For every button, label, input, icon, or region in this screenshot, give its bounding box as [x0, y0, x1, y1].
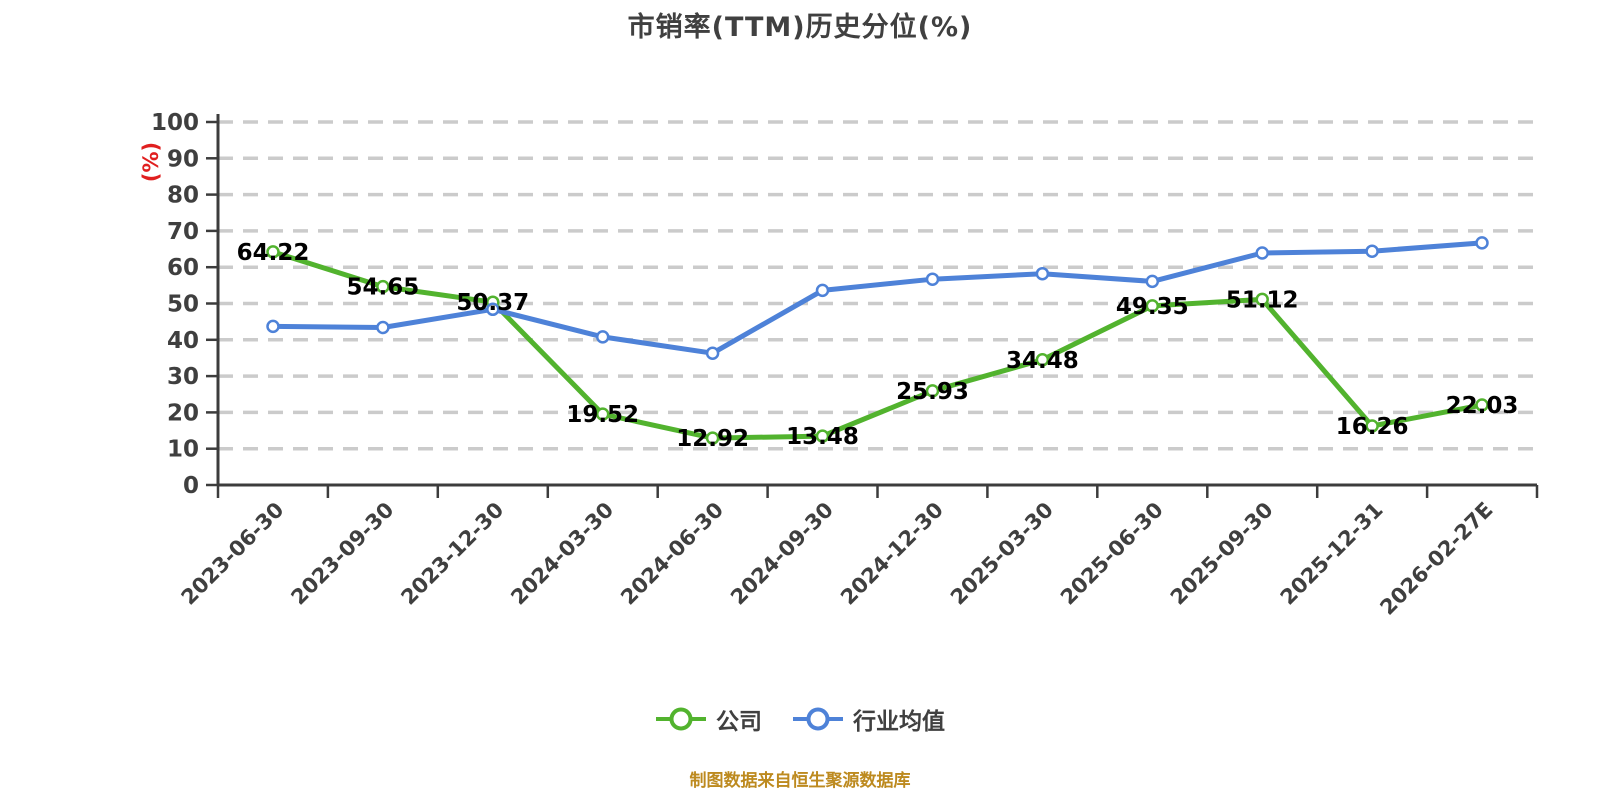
y-axis: 0 10 20 30 40 50 60 70 80 90 100: [151, 110, 220, 499]
svg-text:2023-12-30: 2023-12-30: [396, 498, 508, 610]
svg-text:12.92: 12.92: [676, 426, 749, 452]
svg-text:34.48: 34.48: [1006, 348, 1079, 374]
svg-text:2025-09-30: 2025-09-30: [1166, 498, 1278, 610]
svg-text:2023-09-30: 2023-09-30: [286, 498, 398, 610]
svg-text:50.37: 50.37: [456, 290, 529, 316]
data-source-note: 制图数据来自恒生聚源数据库: [689, 771, 911, 791]
svg-text:40: 40: [167, 328, 199, 354]
legend-label-company: 公司: [716, 709, 762, 735]
company-line-marker-icon: [656, 707, 706, 731]
svg-text:10: 10: [167, 437, 199, 463]
svg-text:2025-06-30: 2025-06-30: [1056, 498, 1168, 610]
legend: 公司 行业均值: [0, 702, 1600, 736]
svg-text:22.03: 22.03: [1446, 393, 1519, 419]
legend-item-company[interactable]: 公司: [655, 702, 762, 736]
svg-text:64.22: 64.22: [237, 240, 310, 266]
svg-text:80: 80: [167, 183, 199, 209]
industry-line-marker-icon: [793, 707, 843, 731]
svg-text:2024-09-30: 2024-09-30: [726, 498, 838, 610]
svg-text:51.12: 51.12: [1226, 287, 1299, 313]
svg-text:49.35: 49.35: [1116, 294, 1189, 320]
svg-text:50: 50: [167, 292, 199, 318]
svg-text:2025-03-30: 2025-03-30: [946, 498, 1058, 610]
svg-text:2024-03-30: 2024-03-30: [506, 498, 618, 610]
svg-text:2024-06-30: 2024-06-30: [616, 498, 728, 610]
svg-text:16.26: 16.26: [1336, 414, 1409, 440]
chart-title: 市销率(TTM)历史分位(%): [627, 12, 973, 43]
svg-text:2023-06-30: 2023-06-30: [177, 498, 289, 610]
legend-item-industry[interactable]: 行业均值: [792, 702, 945, 736]
value-labels: 64.22 54.65 50.37 19.52 12.92 13.48 25.93 34.48…: [237, 240, 1519, 452]
x-axis: 2023-06-302023-09-302023-12-302024-03-30…: [177, 483, 1539, 620]
svg-text:54.65: 54.65: [347, 275, 420, 301]
industry-series: [266, 236, 1489, 360]
svg-text:2025-12-31: 2025-12-31: [1276, 498, 1388, 610]
svg-text:60: 60: [167, 255, 199, 281]
svg-text:25.93: 25.93: [896, 379, 969, 405]
svg-text:20: 20: [167, 400, 199, 426]
svg-text:90: 90: [167, 146, 199, 172]
svg-text:100: 100: [151, 110, 199, 136]
svg-text:30: 30: [167, 364, 199, 390]
svg-text:2026-02-27E: 2026-02-27E: [1375, 498, 1497, 620]
legend-label-industry: 行业均值: [853, 709, 945, 735]
svg-text:2024-12-30: 2024-12-30: [836, 498, 948, 610]
svg-text:19.52: 19.52: [566, 402, 639, 428]
svg-text:13.48: 13.48: [786, 424, 859, 450]
svg-text:70: 70: [167, 219, 199, 245]
svg-text:0: 0: [183, 473, 199, 499]
